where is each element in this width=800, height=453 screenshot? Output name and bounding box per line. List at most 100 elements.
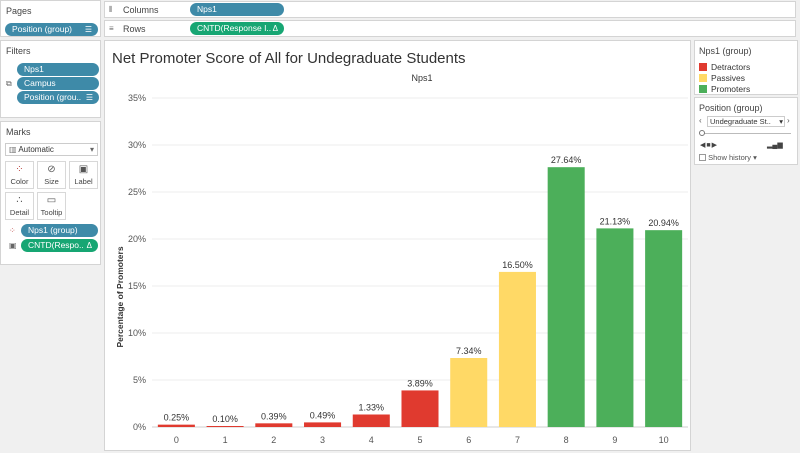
chevron-down-icon: ▾ bbox=[89, 145, 94, 154]
speed-icons[interactable]: ▂▄▆ bbox=[767, 142, 783, 149]
bar-4 bbox=[352, 414, 390, 427]
marks-cntd-label: CNTD(Respo.. bbox=[28, 240, 84, 250]
x-tick-label: 5 bbox=[417, 435, 422, 445]
x-tick-label: 2 bbox=[271, 435, 276, 445]
y-tick-label: 20% bbox=[128, 234, 146, 244]
chart-title: Net Promoter Score of All for Undegradua… bbox=[112, 50, 466, 67]
legend-swatch-detractors bbox=[699, 63, 707, 71]
mark-type-label: Automatic bbox=[18, 145, 54, 154]
pages-position-pill[interactable]: Position (group) ☰ bbox=[5, 23, 98, 36]
delta-icon: Δ bbox=[86, 241, 92, 250]
color-button[interactable]: ⁘ Color bbox=[5, 161, 34, 189]
position-control-title: Position (group) bbox=[699, 103, 763, 113]
data-label: 21.13% bbox=[600, 216, 631, 226]
page-next-button[interactable]: › bbox=[787, 116, 790, 125]
bar-9 bbox=[596, 228, 634, 427]
show-history-label: Show history bbox=[708, 153, 752, 162]
color-dots-icon: ⁘ bbox=[15, 164, 24, 175]
data-label: 16.50% bbox=[502, 260, 533, 270]
marks-cntd-pill[interactable]: CNTD(Respo.. Δ bbox=[21, 239, 98, 252]
position-page-control: Position (group) ‹ Undegraduate St.. ▾ ›… bbox=[694, 97, 798, 165]
rows-label: Rows bbox=[123, 24, 146, 34]
legend-label-detractors: Detractors bbox=[711, 62, 751, 72]
chart-svg: Net Promoter Score of All for Undegradua… bbox=[112, 50, 688, 445]
filter-position-label: Position (grou.. bbox=[24, 92, 82, 102]
x-tick-label: 1 bbox=[223, 435, 228, 445]
data-label: 7.34% bbox=[456, 346, 482, 356]
tooltip-icon: ▭ bbox=[46, 195, 57, 206]
data-label: 0.25% bbox=[164, 413, 190, 423]
filter-campus-label: Campus bbox=[24, 78, 56, 88]
filter-nps1-pill[interactable]: Nps1 bbox=[17, 63, 99, 76]
rows-shelf[interactable]: ≡ Rows CNTD(Response I.. Δ bbox=[104, 20, 796, 37]
bar-10 bbox=[645, 230, 683, 427]
columns-label: Columns bbox=[123, 5, 159, 15]
page-prev-button[interactable]: ‹ bbox=[699, 116, 702, 125]
legend-label-passives: Passives bbox=[711, 73, 746, 83]
position-select-value: Undegraduate St.. bbox=[710, 117, 771, 126]
columns-nps1-pill[interactable]: Nps1 bbox=[190, 3, 284, 16]
data-label: 0.49% bbox=[310, 410, 336, 420]
y-tick-label: 0% bbox=[133, 422, 146, 432]
label-button[interactable]: ▣ Label bbox=[69, 161, 98, 189]
legend-swatch-promoters bbox=[699, 85, 707, 93]
playback-controls[interactable]: ◀■▶ bbox=[700, 142, 718, 149]
chevron-down-icon: ▾ bbox=[779, 117, 783, 126]
y-tick-label: 25% bbox=[128, 187, 146, 197]
y-tick-label: 35% bbox=[128, 93, 146, 103]
filters-title: Filters bbox=[6, 46, 31, 56]
legend-label-promoters: Promoters bbox=[711, 84, 751, 94]
marks-nps1-group-label: Nps1 (group) bbox=[28, 225, 78, 235]
bar-6 bbox=[450, 358, 488, 427]
data-label: 20.94% bbox=[648, 218, 679, 228]
x-tick-label: 9 bbox=[612, 435, 617, 445]
marks-title: Marks bbox=[6, 127, 31, 137]
bar-7 bbox=[498, 271, 536, 427]
color-label: Color bbox=[10, 177, 29, 186]
x-tick-label: 3 bbox=[320, 435, 325, 445]
filter-nps1-label: Nps1 bbox=[24, 64, 44, 74]
label-field-icon: ▣ bbox=[9, 241, 17, 250]
x-tick-label: 8 bbox=[564, 435, 569, 445]
rows-cntd-pill[interactable]: CNTD(Response I.. Δ bbox=[190, 22, 284, 35]
data-label: 27.64% bbox=[551, 155, 582, 165]
mark-type-select[interactable]: ▥ Automatic ▾ bbox=[5, 143, 98, 156]
show-history-toggle[interactable]: Show history ▾ bbox=[699, 153, 757, 162]
bar-2 bbox=[255, 423, 293, 427]
color-field-icon: ⁘ bbox=[9, 226, 16, 235]
filter-position-pill[interactable]: Position (grou.. ☰ bbox=[17, 91, 99, 104]
sort-icon: ☰ bbox=[85, 93, 93, 102]
size-button[interactable]: ⊘ Size bbox=[37, 161, 66, 189]
legend-item-passives[interactable]: Passives bbox=[699, 73, 745, 83]
columns-shelf[interactable]: ⦀ Columns Nps1 bbox=[104, 1, 796, 18]
bar-5 bbox=[401, 390, 439, 427]
y-tick-label: 15% bbox=[128, 281, 146, 291]
page-slider-track[interactable] bbox=[701, 133, 791, 134]
detail-icon: ∴ bbox=[16, 195, 23, 206]
checkbox-icon bbox=[699, 154, 706, 161]
color-legend: Nps1 (group) Detractors Passives Promote… bbox=[694, 40, 798, 95]
filters-panel: Filters ⧉ Nps1 Campus Position (grou.. ☰ bbox=[0, 40, 101, 118]
y-tick-label: 30% bbox=[128, 140, 146, 150]
position-select[interactable]: Undegraduate St.. ▾ bbox=[707, 116, 785, 127]
pages-title: Pages bbox=[6, 6, 32, 16]
y-tick-label: 10% bbox=[128, 328, 146, 338]
detail-button[interactable]: ∴ Detail bbox=[5, 192, 34, 220]
legend-item-promoters[interactable]: Promoters bbox=[699, 84, 750, 94]
filter-link-icon: ⧉ bbox=[6, 79, 12, 88]
bar-0 bbox=[157, 424, 195, 427]
label-icon: ▣ bbox=[78, 164, 89, 175]
pages-position-label: Position (group) bbox=[12, 24, 73, 34]
chart-view: Net Promoter Score of All for Undegradua… bbox=[104, 40, 691, 451]
filter-campus-pill[interactable]: Campus bbox=[17, 77, 99, 90]
legend-swatch-passives bbox=[699, 74, 707, 82]
marks-nps1-group-pill[interactable]: Nps1 (group) bbox=[21, 224, 98, 237]
bar-3 bbox=[304, 422, 342, 427]
data-label: 3.89% bbox=[407, 378, 433, 388]
data-label: 0.10% bbox=[212, 414, 238, 424]
page-slider-handle[interactable] bbox=[699, 130, 705, 136]
marks-panel: Marks ▥ Automatic ▾ ⁘ Color ⊘ Size ▣ Lab… bbox=[0, 121, 101, 265]
legend-item-detractors[interactable]: Detractors bbox=[699, 62, 750, 72]
x-tick-label: 10 bbox=[659, 435, 669, 445]
tooltip-button[interactable]: ▭ Tooltip bbox=[37, 192, 66, 220]
